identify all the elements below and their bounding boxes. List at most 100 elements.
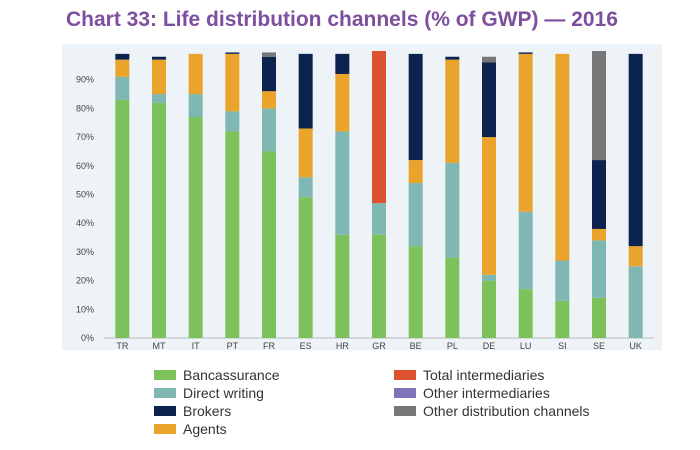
bar-gr-bancassurance — [372, 234, 386, 338]
legend-swatch-agents — [154, 424, 176, 435]
legend-swatch-brokers — [154, 406, 176, 417]
bar-tr-direct-writing — [115, 76, 130, 100]
bar-pl-brokers — [445, 56, 460, 60]
bar-fr-brokers — [262, 56, 276, 92]
bar-lu-direct-writing — [518, 211, 533, 290]
y-tick-label: 60% — [76, 161, 94, 171]
x-tick-label: SE — [593, 341, 605, 350]
legend-swatch-total-intermediaries — [394, 370, 416, 381]
bar-de-other-distribution-channels — [482, 56, 496, 63]
x-tick-label: DE — [483, 341, 496, 350]
chart-legend: Bancassurance Direct writing Brokers Age… — [154, 367, 634, 439]
legend-swatch-bancassurance — [154, 370, 176, 381]
bar-se-agents — [592, 228, 606, 241]
bar-pt-direct-writing — [225, 111, 240, 132]
legend-item-bancassurance: Bancassurance — [154, 367, 280, 383]
bar-hr-brokers — [335, 53, 350, 74]
x-tick-label: GR — [372, 341, 386, 350]
bar-fr-agents — [262, 91, 276, 109]
bar-be-direct-writing — [408, 183, 423, 247]
bar-tr-brokers — [115, 53, 130, 60]
bar-de-brokers — [482, 62, 496, 138]
bar-it-direct-writing — [188, 94, 203, 118]
legend-label-direct-writing: Direct writing — [183, 385, 264, 401]
legend-label-other-distribution-channels: Other distribution channels — [423, 403, 590, 419]
y-tick-label: 10% — [76, 304, 94, 314]
legend-swatch-other-intermediaries — [394, 388, 416, 399]
bar-si-bancassurance — [555, 300, 570, 338]
y-tick-label: 70% — [76, 132, 94, 142]
bar-es-direct-writing — [298, 177, 313, 198]
bar-hr-direct-writing — [335, 131, 350, 235]
bar-si-agents — [555, 53, 570, 261]
x-tick-label: UK — [629, 341, 642, 350]
bar-uk-direct-writing — [628, 266, 643, 338]
y-tick-label: 40% — [76, 218, 94, 228]
x-tick-label: TR — [116, 341, 128, 350]
x-tick-label: PL — [447, 341, 458, 350]
bar-de-bancassurance — [482, 280, 496, 338]
bar-pt-bancassurance — [225, 131, 240, 338]
bar-pl-bancassurance — [445, 257, 460, 338]
bar-es-bancassurance — [298, 197, 313, 338]
bar-hr-bancassurance — [335, 234, 350, 338]
bar-pl-agents — [445, 59, 460, 163]
legend-label-other-intermediaries: Other intermediaries — [423, 385, 550, 401]
x-tick-label: ES — [300, 341, 312, 350]
x-tick-label: LU — [520, 341, 532, 350]
x-tick-label: BE — [410, 341, 422, 350]
bar-pt-brokers — [225, 52, 240, 54]
x-tick-label: HR — [336, 341, 349, 350]
y-tick-label: 0% — [81, 333, 94, 343]
bar-gr-total-intermediaries — [372, 51, 386, 204]
bar-se-bancassurance — [592, 297, 606, 338]
bar-be-bancassurance — [408, 246, 423, 338]
legend-label-agents: Agents — [183, 421, 227, 437]
x-tick-label: SI — [558, 341, 567, 350]
bar-pl-direct-writing — [445, 162, 460, 258]
bar-it-bancassurance — [188, 117, 203, 338]
legend-item-brokers: Brokers — [154, 403, 231, 419]
chart-panel: 0% 10% 20% 30% 40% 50% 60% 70% 80% 90% TR MT IT PT FR E… — [62, 44, 662, 350]
bar-lu-brokers — [518, 52, 533, 54]
bar-uk-agents — [628, 246, 643, 267]
y-tick-label: 80% — [76, 103, 94, 113]
bar-gr-direct-writing — [372, 203, 386, 235]
bar-tr-agents — [115, 59, 130, 77]
bar-de-agents — [482, 137, 496, 275]
bar-tr-bancassurance — [115, 99, 130, 338]
legend-swatch-direct-writing — [154, 388, 176, 399]
bar-hr-agents — [335, 73, 350, 132]
bar-uk-brokers — [628, 53, 643, 247]
x-tick-label: IT — [192, 341, 201, 350]
y-tick-label: 90% — [76, 75, 94, 85]
bar-fr-direct-writing — [262, 108, 276, 152]
bar-lu-agents — [518, 53, 533, 212]
bar-es-brokers — [298, 53, 313, 129]
bar-be-agents — [408, 160, 423, 184]
bar-si-direct-writing — [555, 260, 570, 301]
legend-item-agents: Agents — [154, 421, 227, 437]
bar-se-other-distribution-channels — [592, 51, 606, 161]
legend-label-bancassurance: Bancassurance — [183, 367, 280, 383]
y-tick-label: 20% — [76, 276, 94, 286]
bar-it-agents — [188, 53, 203, 95]
bar-mt-agents — [152, 59, 166, 95]
y-tick-label: 30% — [76, 247, 94, 257]
bar-be-brokers — [408, 53, 423, 161]
chart-title: Chart 33: Life distribution channels (% … — [66, 8, 618, 31]
y-tick-label: 50% — [76, 190, 94, 200]
legend-label-total-intermediaries: Total intermediaries — [423, 367, 545, 383]
legend-item-total-intermediaries: Total intermediaries — [394, 367, 544, 383]
bar-se-direct-writing — [592, 240, 606, 298]
bar-mt-direct-writing — [152, 94, 166, 103]
x-tick-label: PT — [227, 341, 239, 350]
legend-swatch-other-distribution-channels — [394, 406, 416, 417]
bar-se-brokers — [592, 160, 606, 229]
stacked-bar-chart: 0% 10% 20% 30% 40% 50% 60% 70% 80% 90% TR MT IT PT FR E… — [76, 51, 654, 350]
legend-item-other-distribution-channels: Other distribution channels — [394, 403, 590, 419]
bar-mt-bancassurance — [152, 102, 166, 338]
x-tick-label: MT — [153, 341, 166, 350]
legend-item-other-intermediaries: Other intermediaries — [394, 385, 550, 401]
x-tick-label: FR — [263, 341, 275, 350]
